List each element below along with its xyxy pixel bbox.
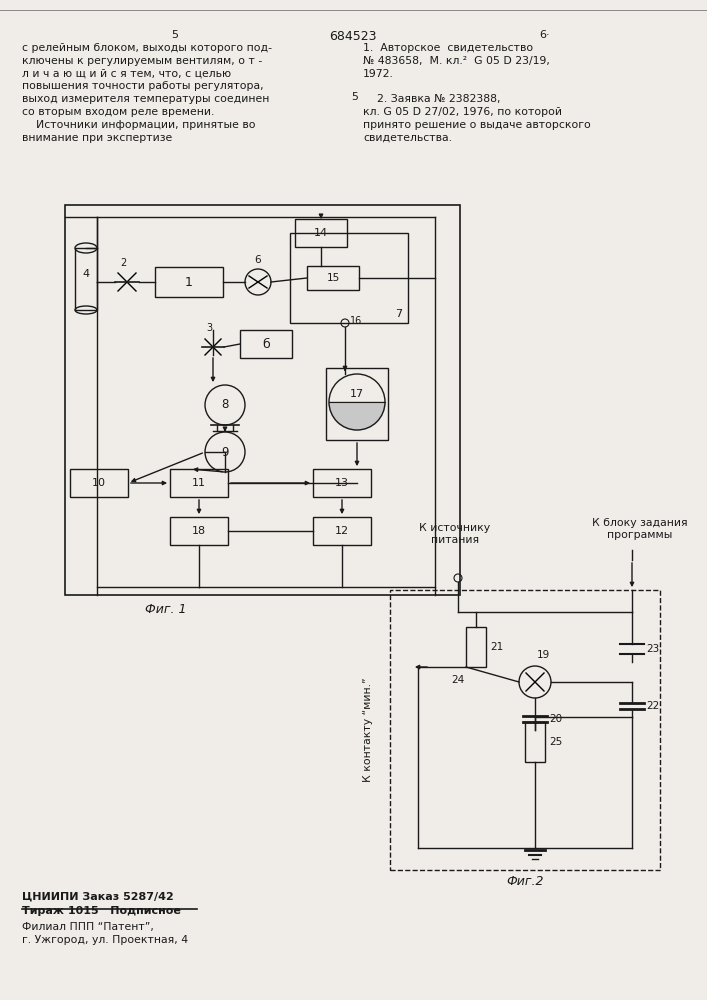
Text: 6: 6	[255, 255, 262, 265]
Text: 8: 8	[221, 398, 228, 412]
Text: кл. G 05 D 27/02, 1976, по которой: кл. G 05 D 27/02, 1976, по которой	[363, 107, 562, 117]
Text: 1972.: 1972.	[363, 69, 394, 79]
Text: 9: 9	[221, 446, 229, 458]
Bar	[307, 266, 359, 290]
Text: № 483658,  М. кл.²  G 05 D 23/19,: № 483658, М. кл.² G 05 D 23/19,	[363, 56, 550, 66]
Text: 25: 25	[549, 737, 562, 747]
Bar	[170, 517, 228, 545]
Bar	[313, 469, 371, 497]
Bar	[240, 330, 292, 358]
Text: 11: 11	[192, 478, 206, 488]
Bar	[65, 205, 460, 595]
Text: 3: 3	[206, 323, 212, 333]
Text: 24: 24	[451, 675, 464, 685]
Text: внимание при экспертизе: внимание при экспертизе	[22, 133, 173, 143]
Text: свидетельства.: свидетельства.	[363, 133, 452, 143]
Text: К контакту “мин.”: К контакту “мин.”	[363, 678, 373, 782]
Text: 19: 19	[537, 650, 550, 660]
Text: К источнику
питания: К источнику питания	[419, 523, 491, 545]
Text: 18: 18	[192, 526, 206, 536]
Text: Источники информации, принятые во: Источники информации, принятые во	[22, 120, 255, 130]
Text: 4: 4	[83, 269, 90, 279]
Text: 16: 16	[350, 316, 362, 326]
Bar	[155, 267, 223, 297]
Text: 12: 12	[335, 526, 349, 536]
Text: 14: 14	[314, 228, 328, 238]
Text: 21: 21	[490, 642, 503, 652]
Text: л и ч а ю щ и й с я тем, что, с целью: л и ч а ю щ и й с я тем, что, с целью	[22, 69, 231, 79]
Text: повышения точности работы регулятора,: повышения точности работы регулятора,	[22, 81, 264, 91]
Text: Фиг.2: Фиг.2	[506, 875, 544, 888]
Text: ЦНИИПИ Заказ 5287/42: ЦНИИПИ Заказ 5287/42	[22, 892, 174, 902]
Bar	[290, 233, 408, 323]
Text: выход измерителя температуры соединен: выход измерителя температуры соединен	[22, 94, 269, 104]
Text: 15: 15	[327, 273, 339, 283]
Text: К блоку задания
программы: К блоку задания программы	[592, 518, 688, 540]
Bar	[170, 469, 228, 497]
Text: 23: 23	[646, 644, 659, 654]
Text: 22: 22	[646, 701, 659, 711]
Bar	[70, 469, 128, 497]
Text: г. Ужгород, ул. Проектная, 4: г. Ужгород, ул. Проектная, 4	[22, 935, 188, 945]
Bar	[295, 219, 347, 247]
Text: с релейным блоком, выходы которого под-: с релейным блоком, выходы которого под-	[22, 43, 272, 53]
Polygon shape	[329, 402, 385, 430]
Bar	[326, 368, 388, 440]
Bar	[466, 627, 486, 667]
Text: Тираж 1015   Подписное: Тираж 1015 Подписное	[22, 906, 181, 916]
Text: 684523: 684523	[329, 30, 377, 43]
Text: Филиал ППП “Патент”,: Филиал ППП “Патент”,	[22, 922, 154, 932]
Text: со вторым входом реле времени.: со вторым входом реле времени.	[22, 107, 214, 117]
Text: принято решение о выдаче авторского: принято решение о выдаче авторского	[363, 120, 591, 130]
Text: 6·: 6·	[539, 30, 550, 40]
Text: 1: 1	[185, 275, 193, 288]
Text: 13: 13	[335, 478, 349, 488]
Bar	[390, 590, 660, 870]
Text: 10: 10	[92, 478, 106, 488]
Bar	[313, 517, 371, 545]
Bar	[525, 722, 545, 762]
Text: 2: 2	[120, 258, 126, 268]
Text: ключены к регулируемым вентилям, о т -: ключены к регулируемым вентилям, о т -	[22, 56, 262, 66]
Text: 2. Заявка № 2382388,: 2. Заявка № 2382388,	[363, 94, 501, 104]
Text: 1.  Авторское  свидетельство: 1. Авторское свидетельство	[363, 43, 533, 53]
Text: 5: 5	[172, 30, 178, 40]
Text: 7: 7	[395, 309, 402, 319]
Text: 17: 17	[350, 389, 364, 399]
Text: 5: 5	[351, 92, 358, 102]
Text: Фиг. 1: Фиг. 1	[145, 603, 187, 616]
Text: б: б	[262, 338, 270, 351]
Bar	[75, 248, 97, 310]
Text: 20: 20	[549, 714, 562, 724]
